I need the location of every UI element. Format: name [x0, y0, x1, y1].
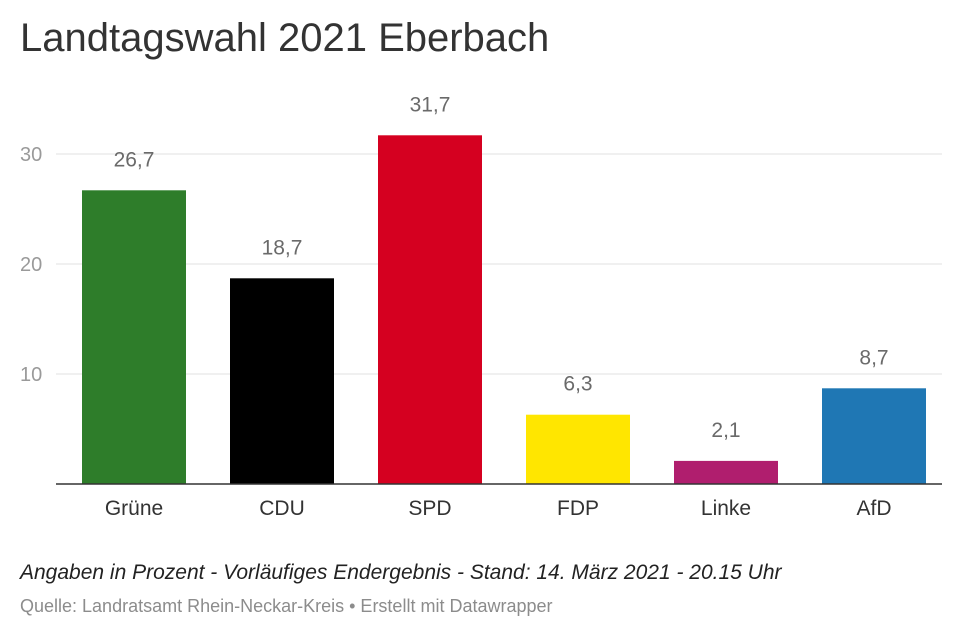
- bar: [822, 388, 926, 484]
- bar: [674, 460, 778, 484]
- chart-title: Landtagswahl 2021 Eberbach: [20, 16, 550, 60]
- bar: [378, 135, 482, 485]
- bars: [82, 135, 926, 485]
- bar: [82, 190, 186, 485]
- x-axis: Grüne CDU SPD FDP Linke AfD: [56, 483, 942, 520]
- x-tick-label: Linke: [701, 497, 751, 520]
- data-label: 31,7: [410, 93, 451, 116]
- data-label: 6,3: [563, 373, 592, 396]
- data-label: 18,7: [262, 236, 303, 259]
- y-tick-label: 30: [20, 144, 42, 166]
- bar: [526, 414, 630, 484]
- x-tick-label: Grüne: [105, 497, 163, 520]
- bar: [230, 278, 334, 484]
- chart-source: Quelle: Landratsamt Rhein-Neckar-Kreis •…: [20, 596, 553, 616]
- x-tick-label: CDU: [259, 497, 305, 520]
- data-label: 8,7: [859, 346, 888, 369]
- chart-note: Angaben in Prozent - Vorläufiges Enderge…: [20, 561, 782, 584]
- data-label: 2,1: [711, 419, 740, 442]
- x-tick-label: SPD: [408, 497, 451, 520]
- bar-chart: 10 20 30 26,7 18,7 31,7 6,3 2,1 8,7 Grüne CDU SPD…: [20, 93, 942, 520]
- x-tick-label: FDP: [557, 497, 599, 520]
- x-tick-label: AfD: [856, 497, 891, 520]
- y-tick-label: 10: [20, 364, 42, 386]
- y-tick-label: 20: [20, 254, 42, 276]
- gridlines: 10 20 30: [20, 144, 942, 386]
- data-label: 26,7: [114, 148, 155, 171]
- data-labels: 26,7 18,7 31,7 6,3 2,1 8,7: [114, 93, 889, 442]
